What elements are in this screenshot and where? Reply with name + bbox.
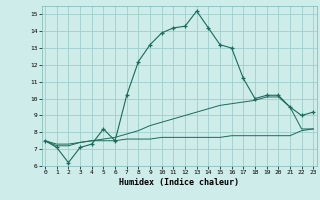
X-axis label: Humidex (Indice chaleur): Humidex (Indice chaleur) xyxy=(119,178,239,187)
